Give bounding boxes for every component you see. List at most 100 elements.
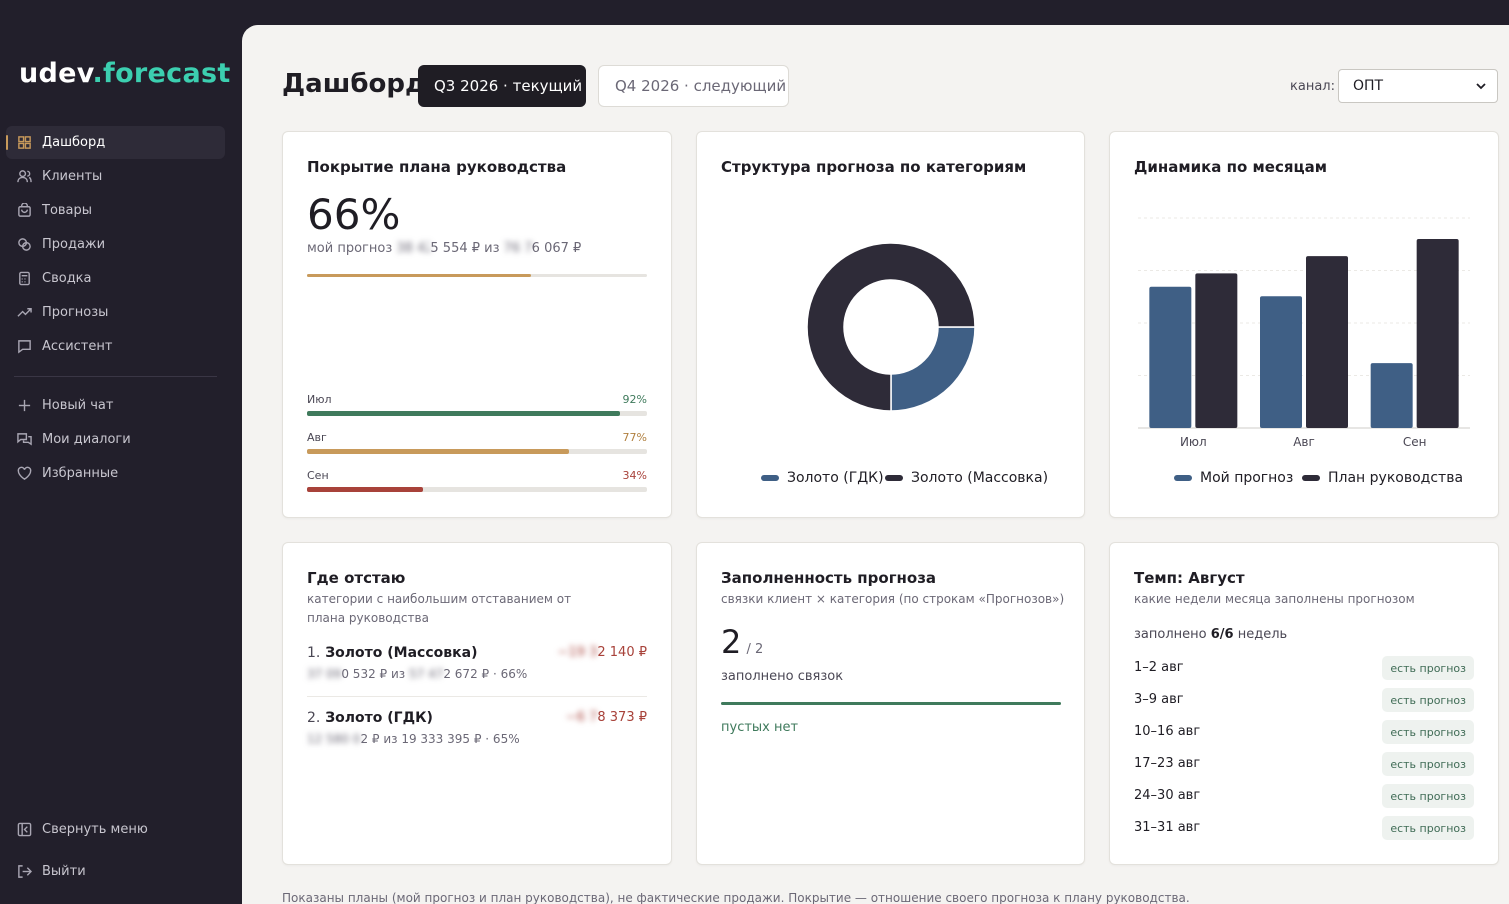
sidebar-item-sales[interactable]: Продажи <box>6 228 225 261</box>
sidebar-item-label: Мои диалоги <box>42 432 131 447</box>
app-logo[interactable]: udev.forecast <box>19 58 231 89</box>
status-badge: есть прогноз <box>1382 720 1474 744</box>
forecast-hidden-value: 38 425 554 ₽ <box>396 241 431 256</box>
lag-item-delta: −6 78 373 ₽ <box>566 710 647 725</box>
status-badge: есть прогноз <box>1382 752 1474 776</box>
lag-meta-visible: 2 ₽ из 19 333 395 ₽ · 65% <box>360 732 520 746</box>
pace-filled-line: заполнено 6/6 недель <box>1134 627 1287 642</box>
week-label: 3–9 авг <box>1134 692 1184 707</box>
month-percent-sep: 34% <box>622 469 647 482</box>
tab-q3-current[interactable]: Q3 2026 · текущий <box>418 65 586 107</box>
bar-forecast-0[interactable] <box>1149 286 1192 428</box>
bar-forecast-2[interactable] <box>1370 363 1413 428</box>
bar-plan-2[interactable] <box>1416 239 1459 428</box>
bar-forecast-1[interactable] <box>1260 296 1302 428</box>
chat-icon <box>16 339 32 355</box>
new-chat-button[interactable]: Новый чат <box>6 389 225 422</box>
sidebar-item-label: Клиенты <box>42 169 103 184</box>
my-dialogs-link[interactable]: Мои диалоги <box>6 423 225 456</box>
bar-chart: Июл Авг Сен <box>1138 217 1470 449</box>
favorites-link[interactable]: Избранные <box>6 457 225 490</box>
fill-count: 2 <box>721 623 742 661</box>
lagging-subtitle: категории с наибольшим отставанием от пл… <box>307 592 572 625</box>
lag-item-label: Золото (Массовка) <box>325 645 478 661</box>
channel-select[interactable]: ОПТ <box>1338 69 1498 103</box>
x-tick-label: Авг <box>1293 435 1315 449</box>
lag-delta-hidden: −6 7 <box>565 710 598 725</box>
collapse-menu-button[interactable]: Свернуть меню <box>6 813 225 846</box>
coverage-progress-fill <box>307 274 532 277</box>
coverage-forecast-line: мой прогноз 38 425 554 ₽5 554 ₽ из 76 78… <box>307 241 581 256</box>
pace-card: Темп: Август какие недели месяца заполне… <box>1109 542 1499 865</box>
fill-caption: заполнено связок <box>721 669 844 684</box>
lag-item-number: 2. <box>307 710 321 726</box>
lag-item-1[interactable]: 1. Золото (Массовка) −19 32 140 ₽ 37 090… <box>307 645 647 697</box>
sidebar-item-forecasts[interactable]: Прогнозы <box>6 296 225 329</box>
week-row: 24–30 авг есть прогноз <box>1134 784 1474 808</box>
legend-swatch <box>1302 475 1320 481</box>
grid-icon <box>16 135 32 151</box>
dynamics-legend-item-plan: План руководства <box>1302 470 1463 486</box>
sidebar-item-dashboard[interactable]: Дашборд <box>6 126 225 159</box>
lag-delta-visible: 8 373 ₽ <box>597 710 647 725</box>
lag-item-label: Золото (ГДК) <box>325 710 433 726</box>
fill-total: / 2 <box>746 642 764 657</box>
coverage-card: Покрытие плана руководства 66% мой прогн… <box>282 131 672 518</box>
fill-subtitle: связки клиент × категория (по строкам «П… <box>721 592 1065 606</box>
week-row: 31–31 авг есть прогноз <box>1134 816 1474 840</box>
month-bar-jul <box>307 411 647 416</box>
lag-item-meta: 12 580 02 ₽ из 19 333 395 ₽ · 65% <box>307 732 647 746</box>
lag-meta-visible: 0 532 ₽ из <box>341 667 406 681</box>
sidebar-item-assistant[interactable]: Ассистент <box>6 330 225 363</box>
dynamics-legend-item-forecast: Мой прогноз <box>1174 470 1293 486</box>
month-bar-fill-jul <box>307 411 620 416</box>
channel-label: канал: <box>1290 79 1335 94</box>
status-badge: есть прогноз <box>1382 816 1474 840</box>
heart-icon <box>16 466 32 482</box>
month-bar-fill-sep <box>307 487 423 492</box>
lag-meta-hidden: 12 580 0 <box>307 732 361 746</box>
lag-meta-tail: 2 672 ₽ · 66% <box>443 667 528 681</box>
sidebar-item-label: Сводка <box>42 271 92 286</box>
sidebar-item-clients[interactable]: Клиенты <box>6 160 225 193</box>
legend-label: План руководства <box>1328 470 1464 486</box>
legend-swatch <box>885 475 903 481</box>
lag-item-2[interactable]: 2. Золото (ГДК) −6 78 373 ₽ 12 580 02 ₽ … <box>307 710 647 762</box>
status-badge: есть прогноз <box>1382 784 1474 808</box>
bar-plan-1[interactable] <box>1306 256 1348 428</box>
coverage-percent: 66% <box>307 190 401 239</box>
plus-icon <box>16 398 32 414</box>
lagging-card: Где отстаю категории с наибольшим отстав… <box>282 542 672 865</box>
week-label: 1–2 авг <box>1134 660 1184 675</box>
lag-item-meta: 37 090 532 ₽ из 57 472 672 ₽ · 66% <box>307 667 647 681</box>
donut-slice-0[interactable] <box>890 326 976 412</box>
dialogs-icon <box>16 432 32 448</box>
sidebar-item-label: Продажи <box>42 237 106 252</box>
legend-swatch <box>761 475 779 481</box>
pace-filled-suffix: недель <box>1237 627 1288 642</box>
bag-icon <box>16 203 32 219</box>
month-label-jul: Июл <box>307 393 332 406</box>
sidebar: udev.forecast Дашборд Клиенты Товары Про… <box>0 0 242 904</box>
legend-swatch <box>1174 475 1192 481</box>
pace-filled-value: 6/6 <box>1210 627 1234 642</box>
tab-q4-next[interactable]: Q4 2026 · следующий <box>598 65 789 107</box>
month-label-aug: Авг <box>307 431 327 444</box>
bar-plan-0[interactable] <box>1195 273 1238 428</box>
month-percent-aug: 77% <box>622 431 647 444</box>
page-title: Дашборд <box>282 69 426 99</box>
legend-label: Мой прогноз <box>1200 470 1294 486</box>
donut-slice-1[interactable] <box>806 242 976 412</box>
fill-progress-bar <box>721 702 1061 705</box>
fill-count-line: 2 / 2 <box>721 623 763 661</box>
sidebar-item-label: Свернуть меню <box>42 822 148 837</box>
collapse-sidebar-icon <box>16 822 32 838</box>
lag-item-name: 1. Золото (Массовка) <box>307 645 647 661</box>
sidebar-item-products[interactable]: Товары <box>6 194 225 227</box>
coverage-progress-bar <box>307 274 647 277</box>
pace-subtitle: какие недели месяца заполнены прогнозом <box>1134 592 1415 606</box>
logout-button[interactable]: Выйти <box>6 855 225 888</box>
plan-hidden-value: 76 786 067 ₽ <box>503 241 532 256</box>
sidebar-item-summary[interactable]: Сводка <box>6 262 225 295</box>
forecast-visible-value: 5 554 ₽ <box>430 241 481 256</box>
